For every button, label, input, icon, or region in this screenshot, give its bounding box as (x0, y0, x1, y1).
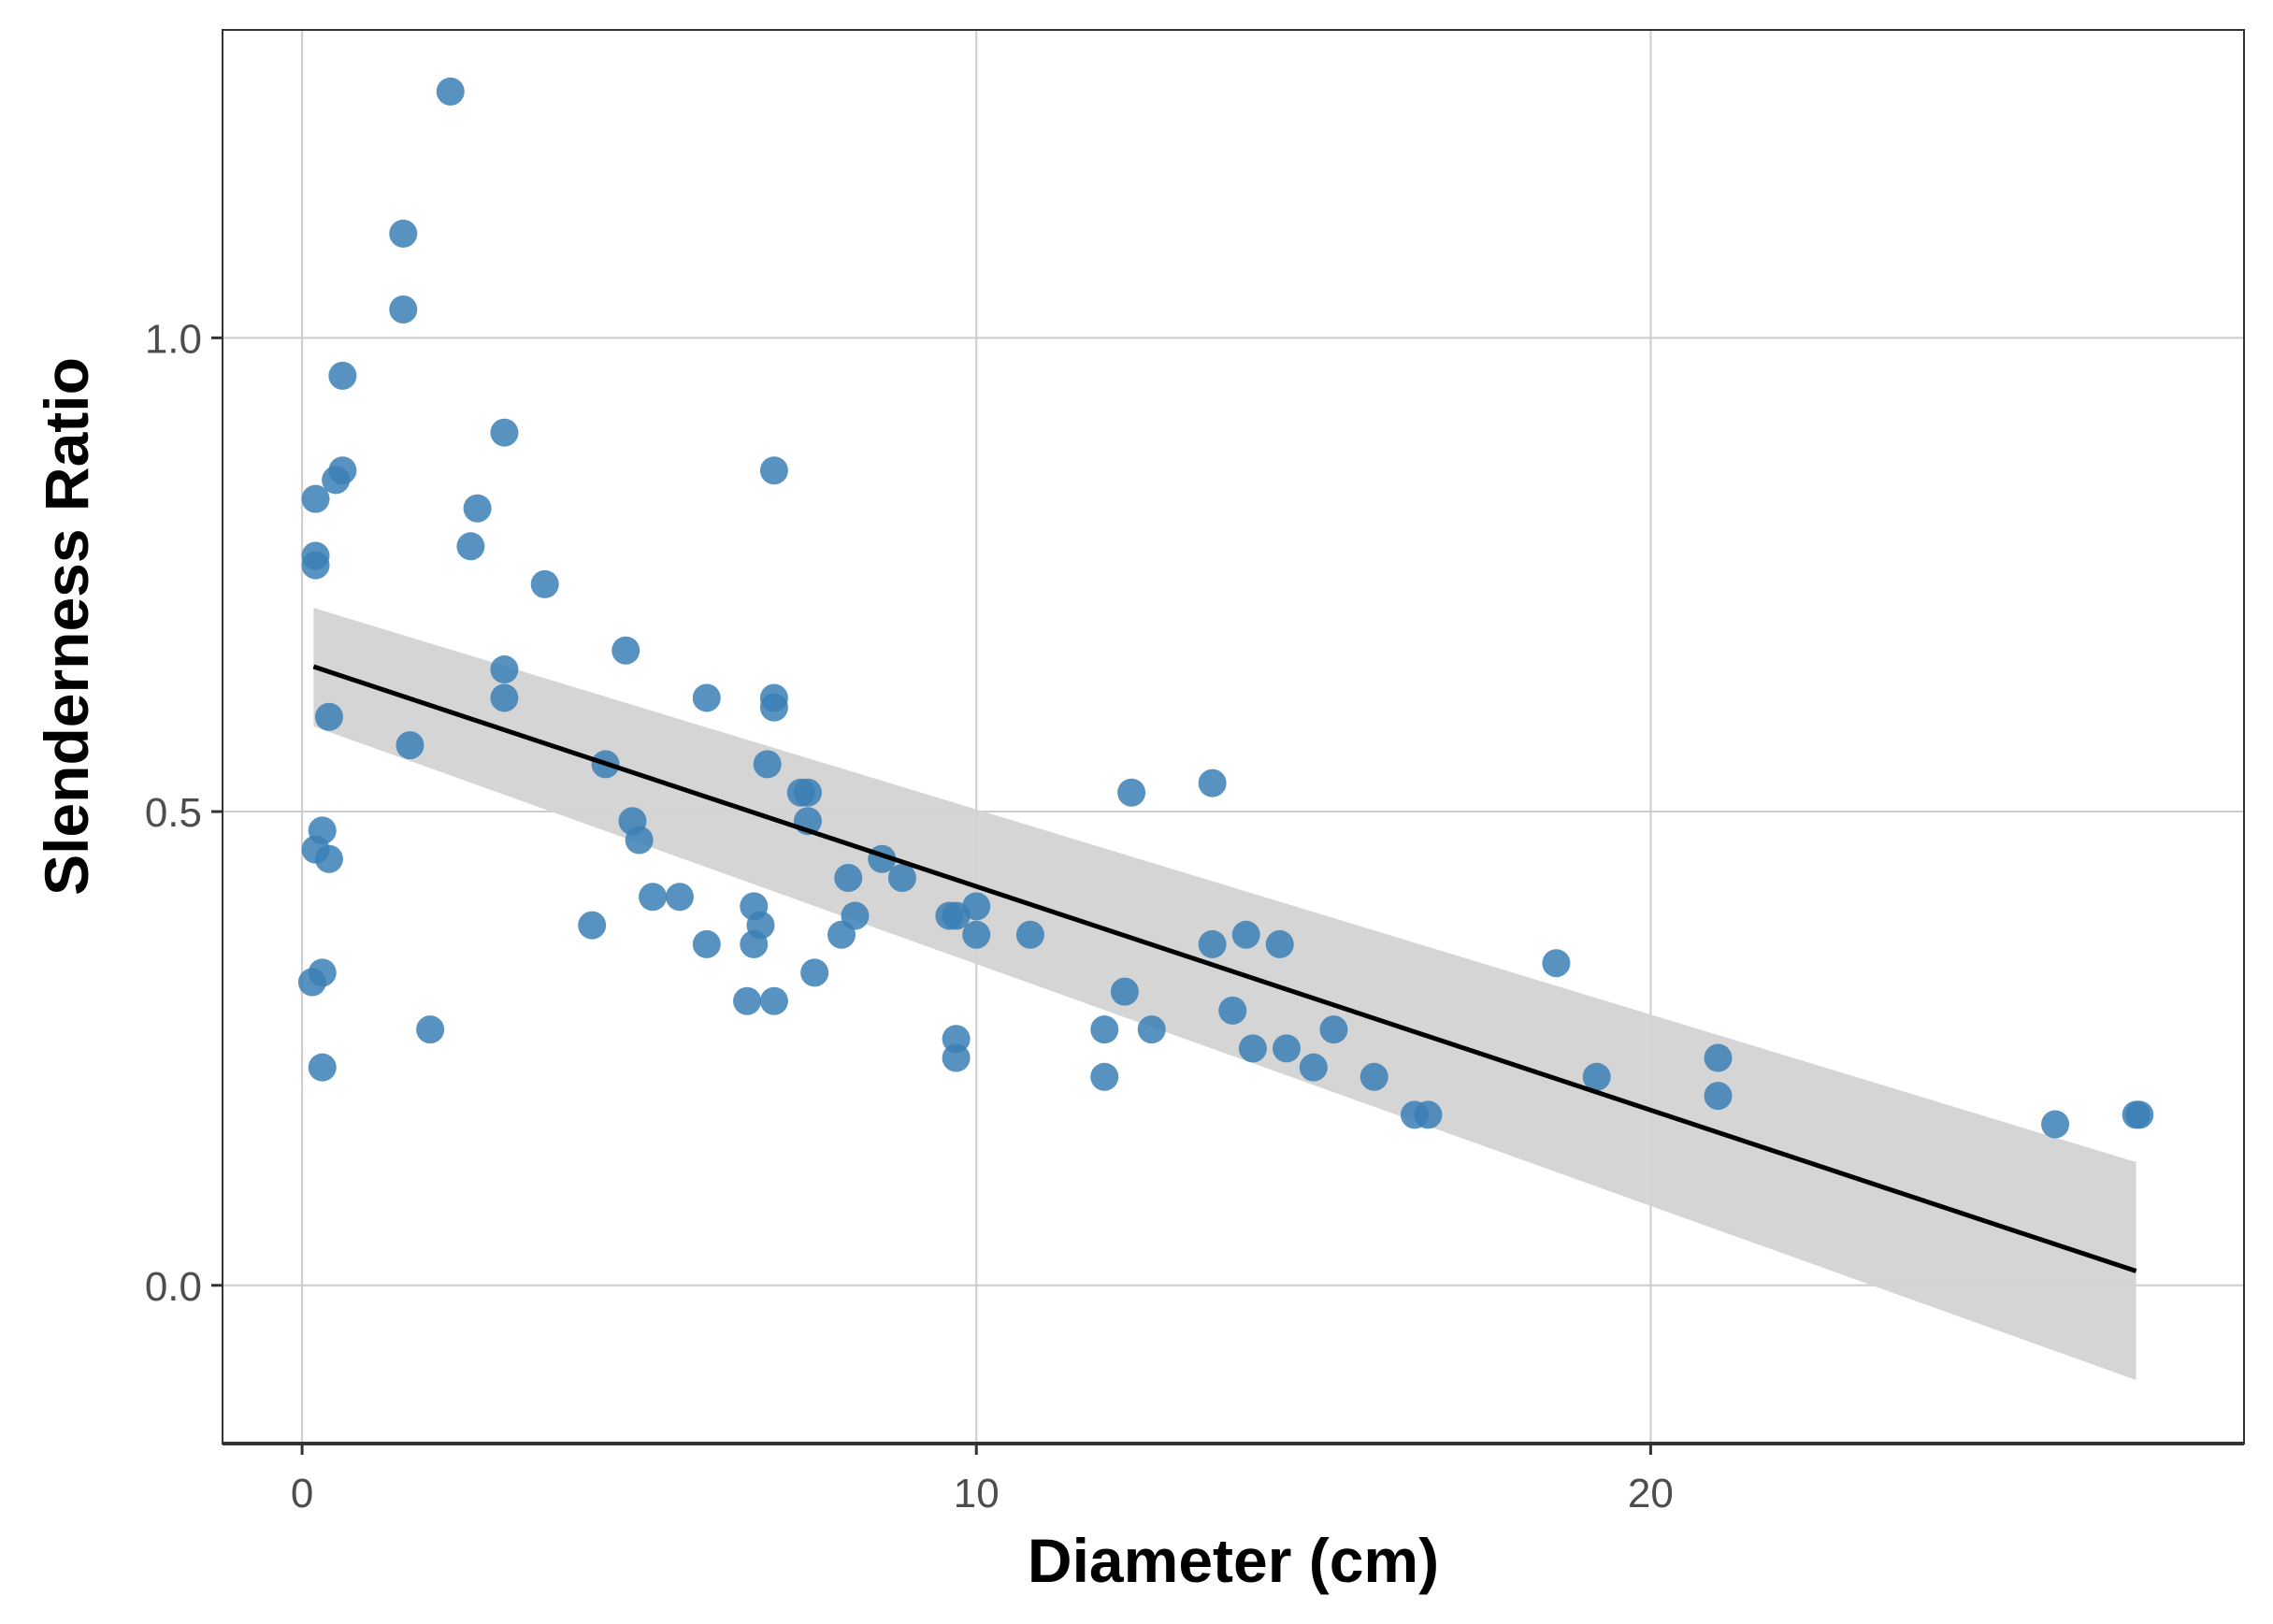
x-axis-ticks: 0 10 20 (291, 1444, 1674, 1516)
x-tick-label: 0 (291, 1471, 313, 1516)
data-point (578, 911, 607, 940)
data-point (1137, 1015, 1166, 1044)
data-point (490, 418, 519, 447)
data-point (1704, 1082, 1733, 1111)
data-point (1218, 996, 1247, 1025)
data-point (692, 929, 721, 958)
data-point (490, 683, 519, 712)
data-point (827, 920, 856, 949)
data-point (2125, 1100, 2154, 1129)
data-point (436, 77, 465, 106)
data-point (759, 693, 788, 722)
data-point (1265, 929, 1294, 958)
data-point (490, 655, 519, 684)
x-tick-label: 10 (954, 1471, 1000, 1516)
gridlines (223, 30, 2244, 1444)
data-point (962, 920, 991, 949)
data-point (1117, 778, 1146, 807)
y-tick-label: 0.5 (145, 790, 202, 836)
data-point (611, 636, 640, 665)
y-axis-title: Slenderness Ratio (32, 357, 101, 896)
data-point (396, 731, 424, 760)
data-point (740, 929, 769, 958)
y-axis-ticks: 0.0 0.5 1.0 (145, 316, 223, 1310)
data-point (793, 778, 822, 807)
data-point (759, 456, 788, 485)
data-point (1359, 1062, 1388, 1091)
data-point (942, 901, 971, 930)
data-point (1231, 920, 1260, 949)
x-tick-label: 20 (1628, 1471, 1674, 1516)
data-point (692, 683, 721, 712)
data-point (1015, 920, 1044, 949)
y-tick-label: 1.0 (145, 316, 202, 362)
data-point (1414, 1100, 1443, 1129)
data-point (1090, 1062, 1119, 1091)
data-point (2041, 1110, 2070, 1139)
data-point (1542, 949, 1571, 978)
data-point (530, 569, 559, 598)
data-point (308, 1053, 337, 1082)
data-point (389, 295, 418, 323)
data-point (800, 958, 829, 987)
data-point (665, 883, 694, 912)
data-point (301, 484, 330, 513)
data-point (297, 968, 326, 997)
data-point (301, 551, 330, 580)
data-point (942, 1043, 971, 1072)
data-point (1198, 929, 1227, 958)
data-point (389, 219, 418, 248)
data-point (1090, 1015, 1119, 1044)
data-point (1110, 977, 1139, 1006)
data-point (733, 986, 762, 1015)
data-point (887, 863, 916, 892)
data-point (1582, 1062, 1611, 1091)
regression-line (312, 664, 2137, 1273)
data-point (463, 494, 492, 523)
y-tick-label: 0.0 (145, 1264, 202, 1310)
data-point (1299, 1053, 1328, 1082)
data-point (1198, 769, 1227, 798)
confidence-band (313, 608, 2136, 1381)
data-point (753, 750, 782, 779)
data-points (297, 77, 2154, 1139)
data-point (1319, 1015, 1348, 1044)
data-point (328, 361, 357, 390)
data-point (1704, 1043, 1733, 1072)
data-point (456, 532, 485, 561)
data-point (314, 844, 343, 873)
x-axis-title: Diameter (cm) (1028, 1526, 1439, 1595)
data-point (314, 702, 343, 731)
data-point (625, 826, 654, 855)
data-point (1238, 1034, 1267, 1063)
data-point (834, 863, 863, 892)
data-point (759, 986, 788, 1015)
data-point (1272, 1034, 1301, 1063)
data-point (416, 1015, 445, 1044)
data-point (322, 466, 351, 495)
data-point (639, 883, 668, 912)
